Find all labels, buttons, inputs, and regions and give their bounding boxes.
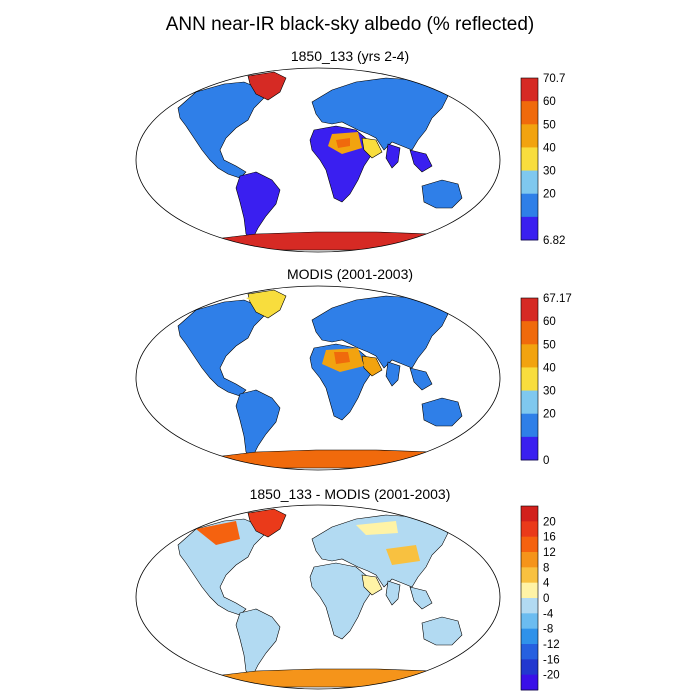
colorbar-label: 4 (543, 578, 550, 590)
colorbar-box (521, 506, 538, 522)
continent-india (385, 580, 401, 606)
colorbar-label: 40 (543, 142, 556, 154)
colorbar-box (521, 521, 538, 538)
colorbar-box (521, 674, 538, 691)
colorbar-label: 20 (543, 516, 556, 528)
colorbar-box (521, 344, 538, 368)
continent-africa (309, 562, 373, 640)
continent-s-america (235, 389, 281, 459)
colorbar-label: -20 (543, 670, 560, 682)
colorbar-label: 70.7 (543, 73, 565, 85)
colorbar-label: 67.17 (543, 293, 572, 305)
colorbar-label: 8 (543, 562, 549, 574)
colorbar-label: 12 (543, 547, 556, 559)
colorbar-label: 30 (543, 166, 556, 178)
continent-greenland (247, 508, 287, 538)
colorbar-box (521, 193, 538, 218)
colorbar-box (521, 298, 538, 322)
colorbar-box (521, 390, 538, 415)
colorbar-box (521, 216, 538, 241)
continent-arabia (361, 137, 383, 159)
colorbar-label: 0 (543, 593, 549, 605)
continent-greenland (247, 71, 287, 101)
colorbar-diff: 20 16 12 8 4 0 -4 -8 -12 -16 -20 (520, 505, 560, 691)
colorbar-label: -8 (543, 624, 553, 636)
colorbar-model: 70.7 60 50 40 30 20 6.82 (520, 73, 565, 247)
map-diff (135, 504, 501, 690)
colorbar-label: 40 (543, 362, 556, 374)
continent-australia (421, 397, 463, 427)
colorbar-box (521, 567, 538, 584)
colorbar-box (521, 536, 538, 553)
continent-india (385, 143, 401, 169)
colorbar-box (521, 78, 538, 102)
colorbar-box (521, 644, 538, 660)
colorbar-box (521, 628, 538, 645)
colorbar-label: -4 (543, 608, 554, 620)
colorbar-box (521, 436, 538, 461)
colorbar-label: 6.82 (543, 235, 565, 247)
colorbar-label: 30 (543, 386, 556, 398)
colorbar-box (521, 321, 538, 345)
colorbar-box (521, 598, 538, 614)
colorbar-box (521, 101, 538, 125)
colorbar-label: 50 (543, 339, 556, 351)
panel-title-obs: MODIS (2001-2003) (286, 266, 414, 282)
colorbar-box (521, 552, 538, 568)
colorbar-label: 20 (543, 409, 556, 421)
colorbars: 70.760504030206.8267.1760504030200201612… (520, 73, 572, 691)
colorbar-label: 50 (543, 119, 556, 131)
map-panels (135, 67, 501, 690)
colorbar-label: 60 (543, 316, 556, 328)
colorbar-label: 16 (543, 532, 556, 544)
continent-se-asia (409, 367, 433, 391)
continent-s-america (235, 608, 281, 678)
figure-title: ANN near-IR black-sky albedo (% reflecte… (165, 14, 535, 35)
colorbar-label: -12 (543, 639, 560, 651)
colorbar-label: 60 (543, 96, 556, 108)
colorbar-box (521, 124, 538, 148)
continent-australia (421, 179, 463, 209)
colorbar-obs: 67.17 60 50 40 30 20 0 (520, 293, 572, 467)
colorbar-box (521, 170, 538, 195)
continent-australia (421, 616, 463, 646)
map-model (135, 67, 501, 253)
panel-title-model: 1850_133 (yrs 2-4) (290, 48, 410, 64)
colorbar-label: 0 (543, 455, 549, 467)
colorbar-label: -16 (543, 654, 560, 666)
colorbar-box (521, 582, 538, 599)
colorbar-box (521, 367, 538, 391)
continent-india (385, 361, 401, 387)
colorbar-label: 20 (543, 189, 556, 201)
colorbar-box (521, 613, 538, 630)
continent-s-america (235, 171, 281, 241)
colorbar-box (521, 147, 538, 171)
continent-se-asia (409, 149, 433, 173)
continent-arabia (361, 574, 383, 596)
colorbar-box (521, 413, 538, 438)
map-obs (135, 285, 501, 471)
continent-se-asia (409, 586, 433, 610)
panel-title-diff: 1850_133 - MODIS (2001-2003) (249, 486, 451, 502)
colorbar-box (521, 659, 538, 676)
